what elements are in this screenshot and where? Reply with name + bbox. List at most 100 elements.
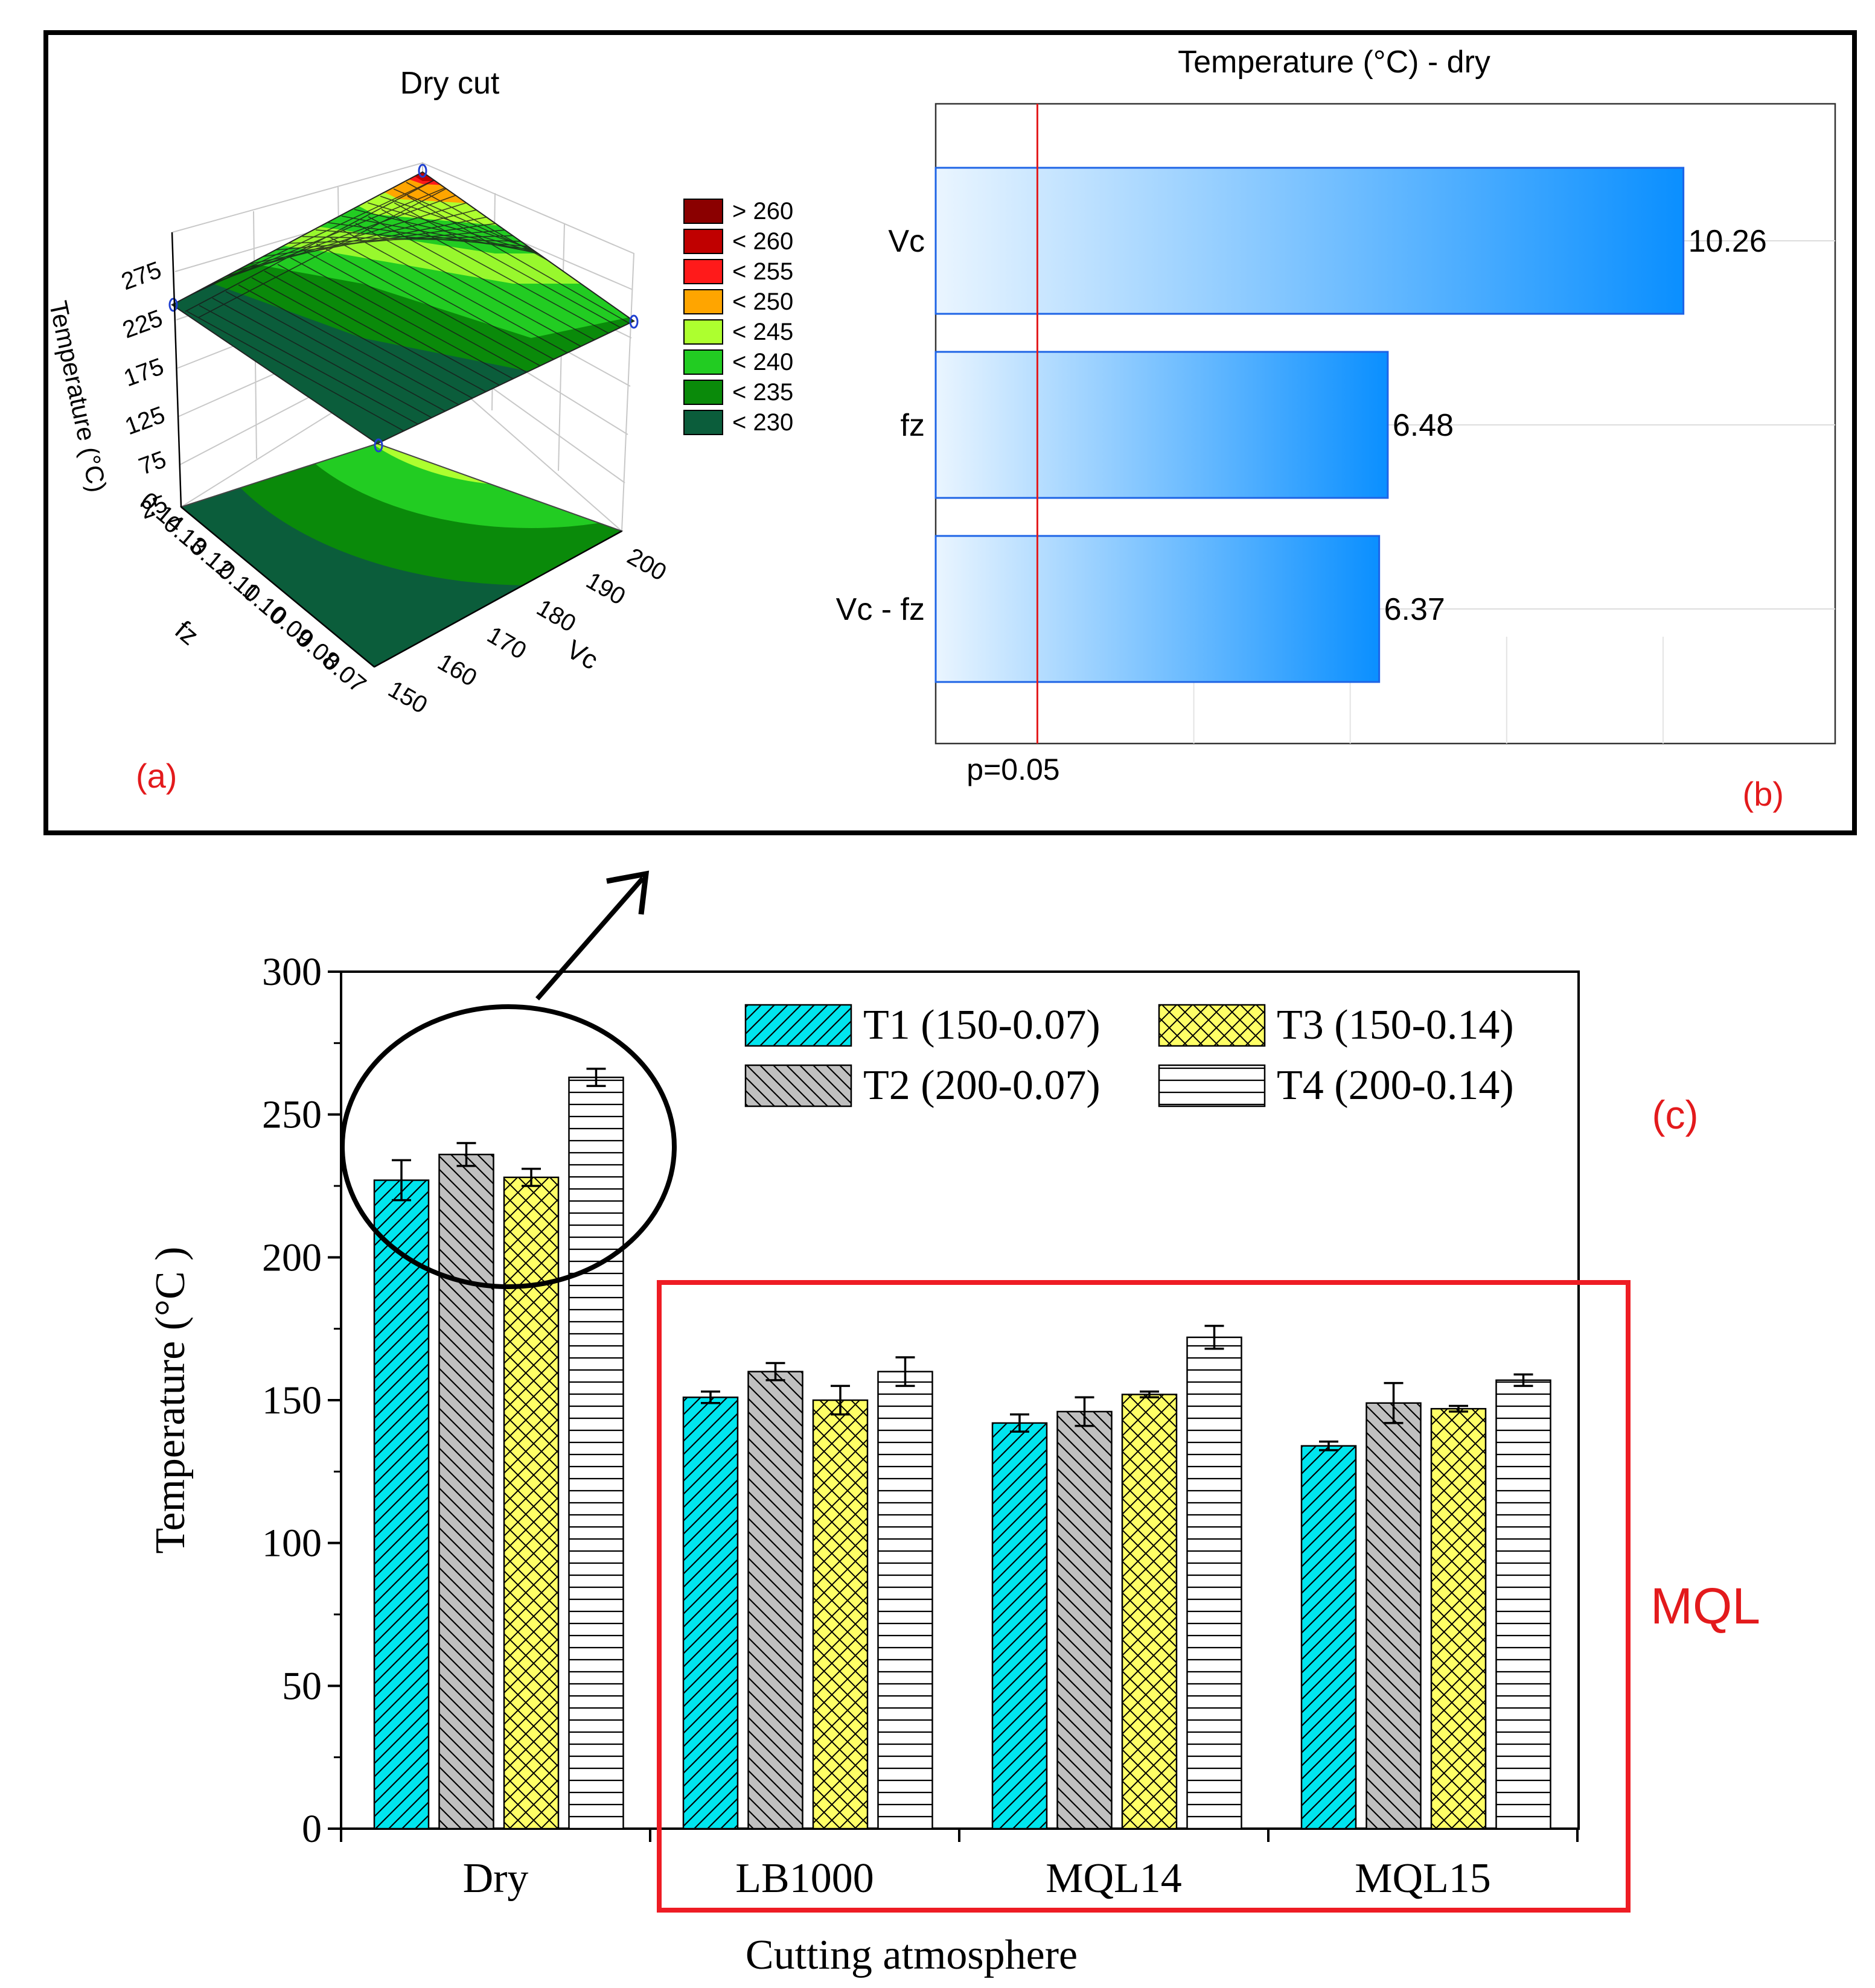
vc-tick: 190 [582,567,630,610]
y-tick-label: 150 [262,1378,322,1423]
mql-annotation: MQL [1650,1578,1760,1634]
bar [991,1422,1048,1830]
x-tick-label: MQL14 [1046,1855,1182,1902]
legend-swatch [744,1064,852,1107]
vc-tick: 200 [623,543,671,586]
panel-b-category-labels: Vc fz Vc - fz [836,224,925,627]
bar [438,1153,494,1830]
effect-category-label: Vc - fz [836,592,925,627]
panel-b-reference-label: p=0.05 [966,753,1059,786]
panel-a-title: Dry cut [400,66,500,101]
legend-label: < 245 [732,319,793,345]
panel-b-label: (b) [1743,775,1784,813]
panel-a-mesh [172,179,634,444]
legend-label: T3 (150-0.14) [1277,1002,1514,1048]
bar [373,1179,430,1830]
vc-tick: 170 [483,622,531,664]
bar [682,1397,739,1830]
panel-b-title: Temperature (°C) - dry [1178,45,1490,80]
mql-highlight-box [657,1280,1631,1913]
panel-c-label: (c) [1652,1092,1699,1137]
z-tick: 125 [121,401,168,440]
legend-swatch [683,289,723,314]
y-tick-label: 300 [262,950,322,994]
legend-swatch [683,380,723,405]
effect-bar [934,351,1389,499]
legend-label: < 230 [732,409,793,436]
effect-value-label: 6.48 [1393,408,1454,443]
panel-c-y-axis: 0 50 100 150 200 250 300 [262,950,341,1851]
effect-value-label: 10.26 [1688,224,1767,259]
z-tick: 275 [118,256,165,295]
bar [747,1371,803,1830]
zoom-arrow [535,870,650,1001]
legend-swatch [683,319,723,345]
panel-a-z-ticks: 275 225 175 125 75 25 [118,256,171,524]
panel-c: 0 50 100 150 200 250 300 Dry LB1000 MQL14 MQL15 T… [147,950,1760,1978]
panel-a-fz-label: fz [169,615,204,651]
bar [812,1399,869,1830]
panel-a-surface-outline [171,171,635,445]
bar [1056,1410,1113,1830]
bar [568,1076,624,1830]
legend-swatch [683,410,723,435]
bar [1366,1402,1422,1830]
panel-a-legend: > 260 < 260 < 255 < 250 < 245 < 240 < 235 < 230 [683,198,793,436]
panel-c-bars [373,1068,1551,1830]
z-tick: 75 [135,446,170,480]
legend-label: T2 (200-0.07) [863,1062,1100,1109]
y-tick-label: 100 [262,1521,322,1566]
x-tick-label: Dry [463,1855,529,1902]
legend-label: < 250 [732,288,793,315]
panel-a-label: (a) [136,757,177,795]
vc-tick: 160 [433,649,482,692]
vc-tick: 150 [384,676,432,719]
legend-swatch [683,259,723,284]
legend-swatch [744,1004,852,1047]
bar [1495,1379,1551,1830]
z-tick: 175 [120,353,167,392]
legend-label: T4 (200-0.14) [1277,1062,1514,1109]
panel-a-surface [172,172,634,444]
legend-label: < 240 [732,349,793,375]
effect-bar [934,167,1685,315]
legend-label: < 235 [732,379,793,406]
panel-c-y-label: Temperature (°C ) [147,1247,194,1554]
x-tick-label: LB1000 [735,1855,874,1902]
legend-label: < 255 [732,258,793,285]
dry-highlight-circle [340,1004,677,1289]
bar [1121,1394,1178,1830]
legend-swatch [683,229,723,254]
effect-value-label: 6.37 [1384,592,1445,627]
bar [877,1371,933,1830]
x-tick-label: MQL15 [1355,1855,1491,1902]
legend-swatch [683,199,723,224]
panel-a-axes [171,232,622,668]
effect-category-label: fz [901,408,925,443]
panel-c-x-label: Cutting atmosphere [746,1932,1078,1978]
bar [1186,1336,1242,1830]
panel-c-x-axis: Dry LB1000 MQL14 MQL15 [340,1829,1579,1902]
vc-tick: 180 [532,594,581,637]
y-tick-label: 0 [302,1807,322,1851]
legend-label: < 260 [732,228,793,255]
legend-label: T1 (150-0.07) [863,1002,1100,1048]
panel-b: Temperature (°C) - dry 10.26 6.48 6.37 Vc f… [836,45,1836,813]
effect-category-label: Vc [888,224,925,259]
panel-a-vc-label: Vc [561,634,603,675]
legend-swatch [1158,1004,1266,1047]
effect-bar [934,535,1381,683]
y-tick-label: 200 [262,1235,322,1279]
panel-a-corner-markers [168,164,639,453]
panel-b-bars: 10.26 6.48 6.37 [934,167,1767,683]
top-panel-frame [43,30,1857,835]
z-tick: 225 [119,305,166,343]
legend-label: > 260 [732,198,793,225]
legend-swatch [683,349,723,375]
panel-a-z-label: Temperature (°C) [44,298,112,494]
y-tick-label: 50 [282,1664,322,1708]
y-tick-label: 250 [262,1093,322,1137]
legend-swatch [1158,1064,1266,1107]
bar [1300,1445,1357,1830]
